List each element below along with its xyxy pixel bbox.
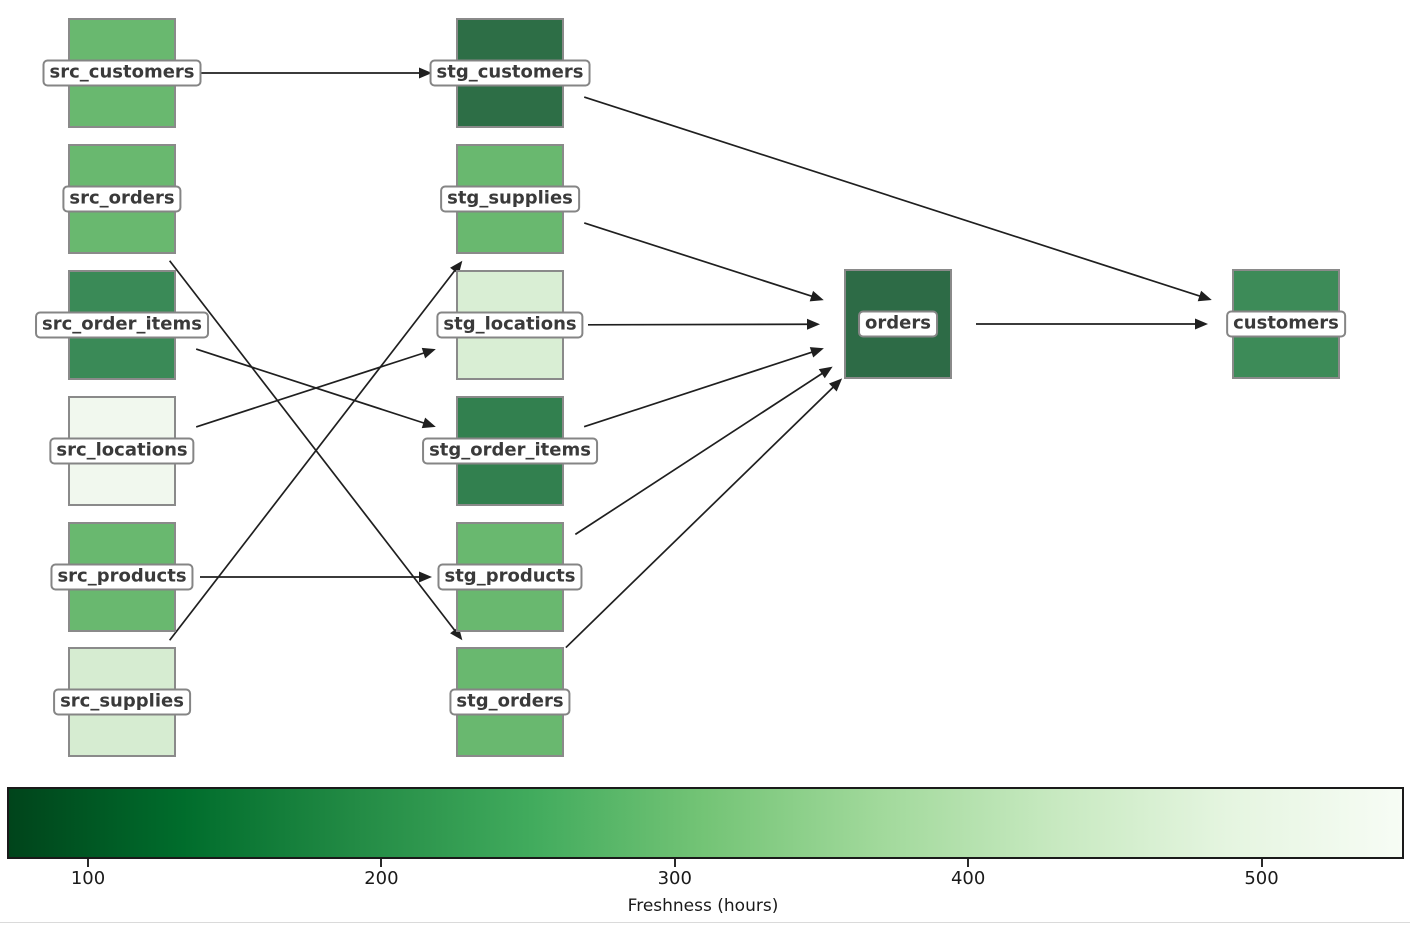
- arrowhead-icon: [1195, 318, 1208, 330]
- edge-src_locations-to-stg_locations: [195, 347, 436, 428]
- node-label-src_products: src_products: [50, 563, 194, 591]
- colorbar-tick-label-300: 300: [657, 868, 692, 889]
- node-label-customers: customers: [1226, 310, 1346, 338]
- node-label-stg_products: stg_products: [437, 563, 583, 591]
- colorbar-tick-400: [967, 859, 970, 867]
- node-label-orders: orders: [858, 310, 938, 338]
- colorbar-tick-label-400: 400: [950, 868, 986, 889]
- arrowhead-icon: [806, 318, 821, 330]
- colorbar-axis-label: Freshness (hours): [627, 896, 779, 916]
- edge-stg_customers-to-customers: [583, 96, 1212, 302]
- arrowhead-icon: [419, 67, 432, 79]
- arrowhead-icon: [828, 378, 843, 392]
- node-label-stg_customers: stg_customers: [429, 59, 591, 87]
- edge-src_order_items-to-stg_order_items: [195, 348, 436, 429]
- node-label-stg_orders: stg_orders: [449, 688, 571, 716]
- edge-stg_orders-to-orders: [565, 378, 843, 649]
- edge-src_products-to-stg_products: [200, 571, 432, 583]
- edge-orders-to-customers: [976, 318, 1208, 330]
- node-label-src_locations: src_locations: [49, 437, 195, 465]
- arrowhead-icon: [809, 347, 824, 358]
- edge-src_customers-to-stg_customers: [200, 67, 432, 79]
- colorbar-tick-100: [87, 859, 90, 867]
- edge-stg_supplies-to-orders: [583, 222, 824, 302]
- node-label-src_customers: src_customers: [42, 59, 202, 87]
- edge-stg_products-to-orders: [574, 366, 833, 536]
- figure-bottom-rule: [0, 922, 1410, 923]
- colorbar-tick-300: [673, 859, 676, 867]
- colorbar-tick-label-100: 100: [70, 868, 106, 889]
- colorbar-tick-500: [1260, 859, 1263, 867]
- arrowhead-icon: [421, 417, 436, 429]
- colorbar-gradient: [7, 787, 1404, 859]
- arrowhead-icon: [421, 347, 436, 359]
- edge-stg_order_items-to-orders: [583, 347, 824, 428]
- colorbar-tick-label-200: 200: [364, 868, 399, 889]
- edge-stg_locations-to-orders: [587, 318, 821, 330]
- arrowhead-icon: [419, 571, 432, 583]
- colorbar-tick-200: [380, 859, 383, 867]
- node-label-src_order_items: src_order_items: [35, 311, 209, 339]
- node-label-src_orders: src_orders: [62, 185, 182, 213]
- arrowhead-icon: [818, 366, 833, 379]
- node-label-stg_order_items: stg_order_items: [422, 437, 598, 465]
- node-label-stg_locations: stg_locations: [436, 311, 584, 339]
- arrowhead-icon: [809, 290, 824, 302]
- arrowhead-icon: [1197, 290, 1212, 302]
- node-label-src_supplies: src_supplies: [53, 688, 191, 716]
- node-label-stg_supplies: stg_supplies: [440, 185, 580, 213]
- colorbar-tick-label-500: 500: [1244, 868, 1279, 889]
